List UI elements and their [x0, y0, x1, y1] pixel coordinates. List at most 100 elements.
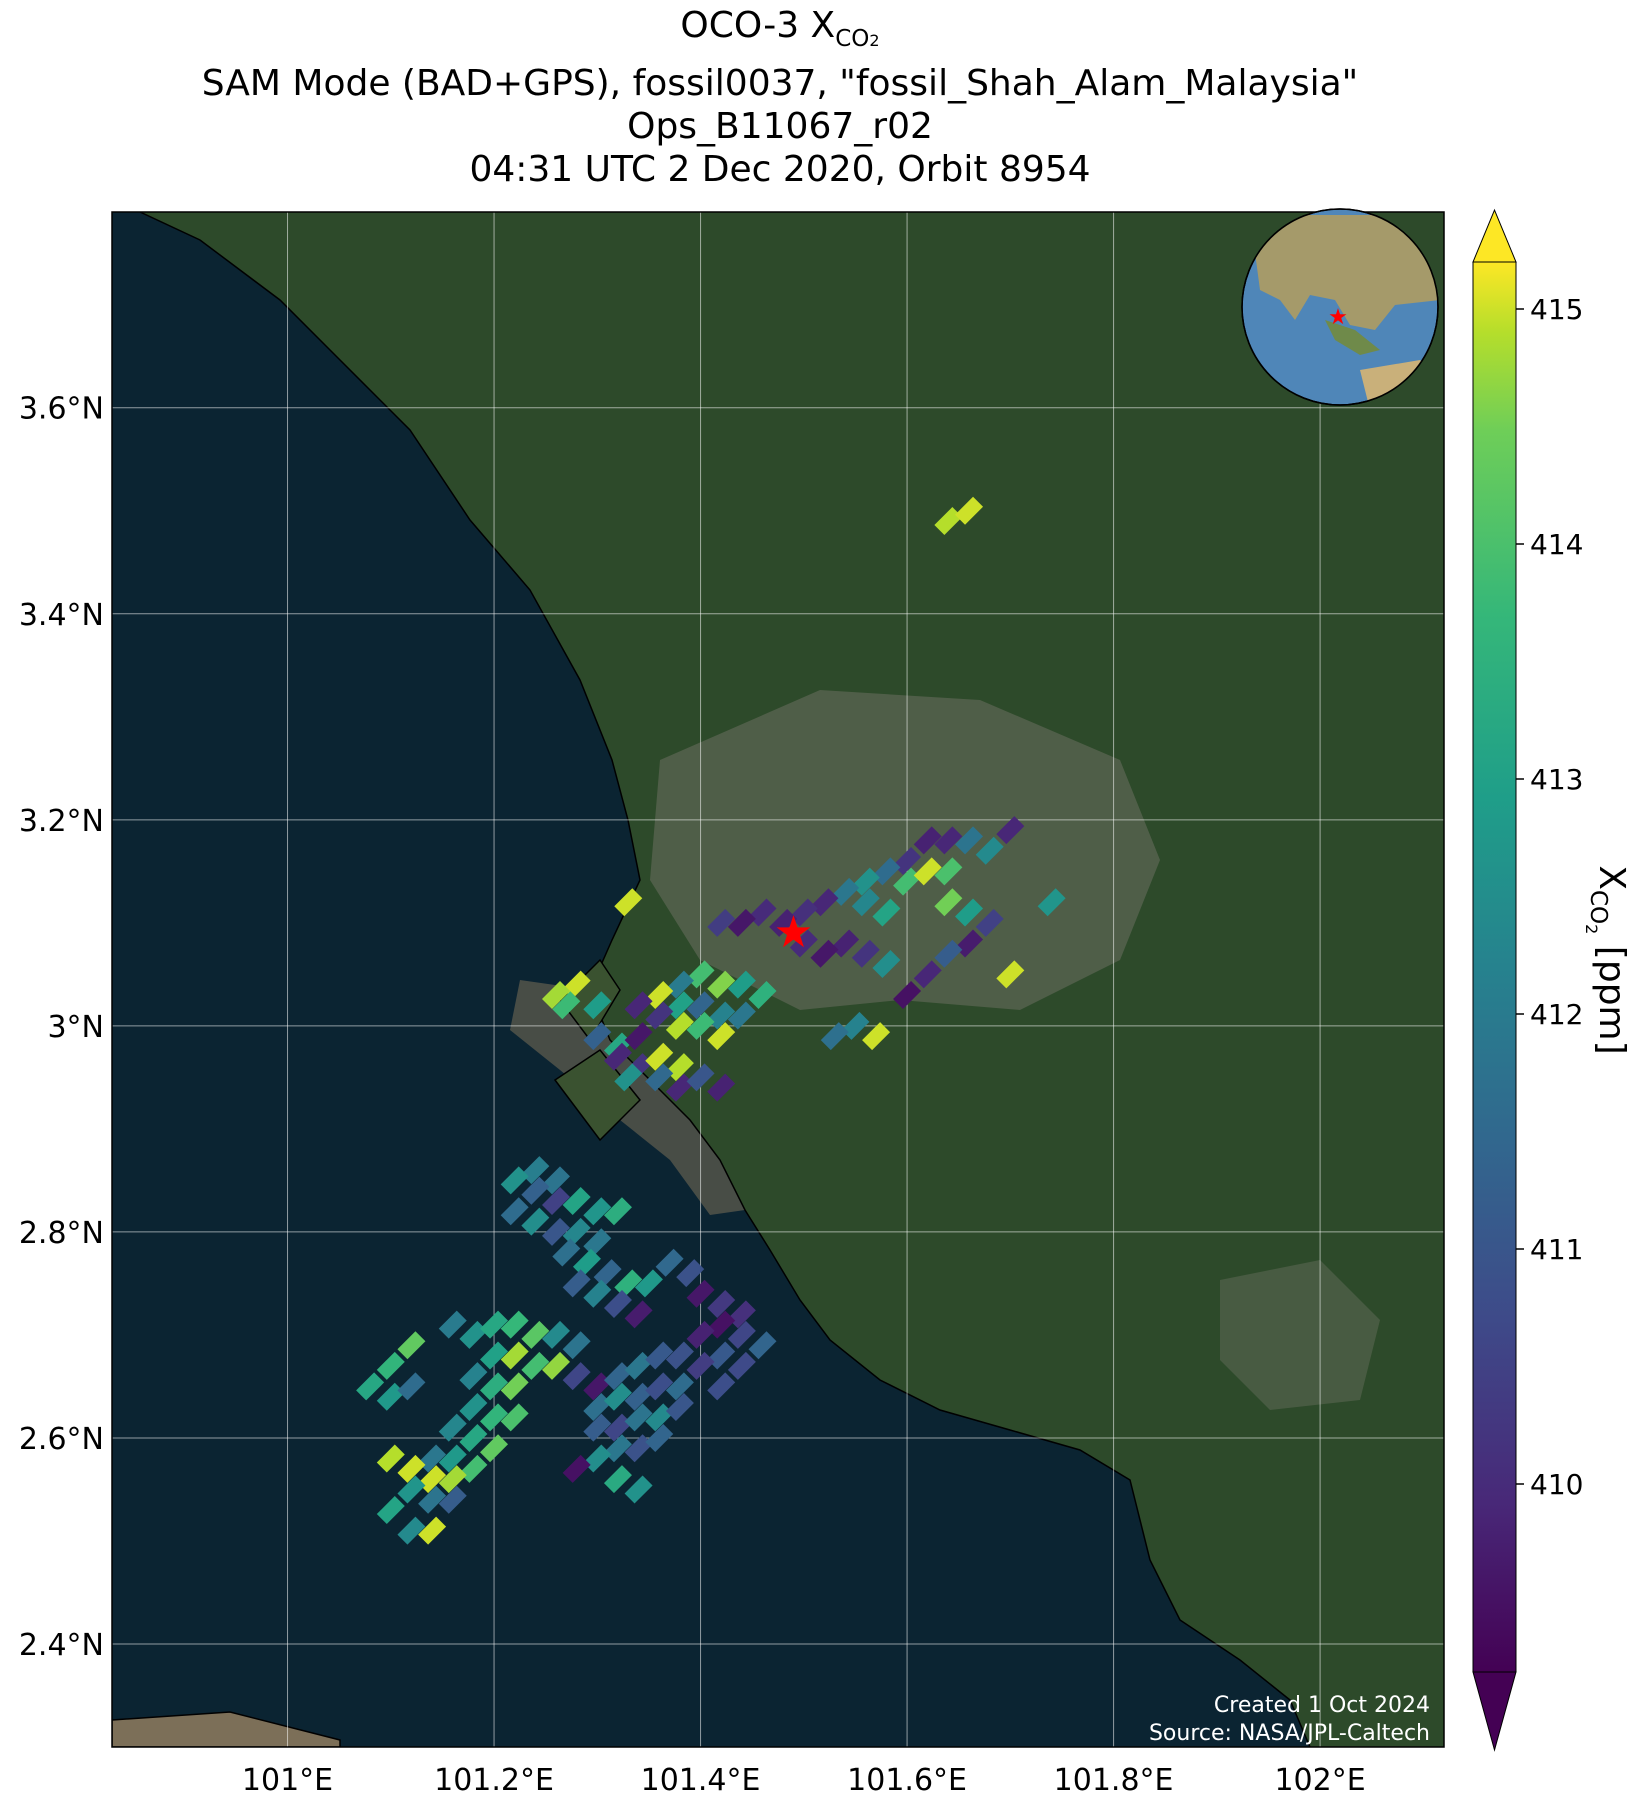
- xco2-sounding: [418, 1444, 447, 1473]
- xco2-sounding: [727, 1351, 756, 1380]
- xco2-sounding: [707, 1022, 736, 1051]
- xco2-sounding: [645, 1042, 674, 1071]
- xco2-sounding: [521, 1207, 550, 1236]
- lon-tick-label: 101.4°E: [641, 1763, 761, 1798]
- xco2-sounding: [645, 1063, 674, 1092]
- longitude-ticks: 101°E 101.2°E 101.4°E 101.6°E 101.8°E 102°E: [242, 1763, 1366, 1798]
- xco2-sounding: [707, 1341, 736, 1370]
- xco2-sounding: [603, 1382, 632, 1411]
- xco2-sounding: [418, 1516, 447, 1545]
- xco2-sounding: [438, 1444, 467, 1473]
- xco2-sounding: [603, 1197, 632, 1226]
- xco2-sounding: [686, 1011, 715, 1040]
- xco2-sounding: [872, 857, 901, 886]
- graticule: [112, 212, 1444, 1747]
- xco2-sounding: [624, 1434, 653, 1463]
- colorbar-tick-label: 413: [1530, 763, 1583, 796]
- xco2-sounding: [748, 980, 777, 1009]
- xco2-sounding: [789, 898, 818, 927]
- colorbar: 410 411 412 413 414 415: [1472, 208, 1583, 1752]
- xco2-sounding: [686, 1279, 715, 1308]
- xco2-sounding: [955, 929, 984, 958]
- xco2-sounding: [934, 857, 963, 886]
- sumatra-edge: [112, 1711, 341, 1747]
- lat-tick-label: 3.4°N: [19, 598, 104, 633]
- xco2-sounding: [418, 1465, 447, 1494]
- xco2-sounding: [707, 1001, 736, 1030]
- xco2-sounding: [480, 1434, 509, 1463]
- xco2-sounding: [934, 507, 963, 536]
- globe-indonesia: [1325, 320, 1380, 355]
- xco2-sounding: [893, 847, 922, 876]
- xco2-sounding: [480, 1341, 509, 1370]
- xco2-sounding: [583, 1413, 612, 1442]
- xco2-sounding: [676, 1259, 705, 1288]
- xco2-sounding: [707, 1310, 736, 1339]
- lon-tick-label: 101.6°E: [847, 1763, 967, 1798]
- xco2-sounding: [645, 1341, 674, 1370]
- xco2-sounding: [1037, 888, 1066, 917]
- xco2-sounding: [831, 929, 860, 958]
- xco2-sounding: [934, 826, 963, 855]
- xco2-sounding: [872, 898, 901, 927]
- xco2-sounding: [583, 1022, 612, 1051]
- xco2-sounding: [645, 980, 674, 1009]
- xco2-sounding: [480, 1403, 509, 1432]
- urban-area-south: [1220, 1260, 1380, 1410]
- xco2-sounding: [624, 1300, 653, 1329]
- xco2-sounding: [438, 1465, 467, 1494]
- xco2-sounding: [748, 898, 777, 927]
- xco2-sounding: [665, 1053, 694, 1082]
- xco2-sounding: [459, 1423, 488, 1452]
- xco2-sounding: [913, 826, 942, 855]
- xco2-sounding: [603, 1465, 632, 1494]
- xco2-sounding: [831, 877, 860, 906]
- xco2-sounding: [727, 1300, 756, 1329]
- xco2-sounding: [810, 888, 839, 917]
- xco2-sounding: [459, 1362, 488, 1391]
- xco2-sounding: [572, 1248, 601, 1277]
- xco2-sounding: [356, 1372, 385, 1401]
- xco2-sounding: [376, 1496, 405, 1525]
- xco2-sounding: [542, 980, 570, 1009]
- xco2-sounding: [603, 1042, 632, 1071]
- xco2-sounding: [542, 1320, 570, 1349]
- xco2-sounding: [686, 1320, 715, 1349]
- xco2-sounding: [583, 1228, 612, 1257]
- colorbar-label: XCO2 [ppm]: [1582, 865, 1632, 1054]
- xco2-sounding: [624, 1022, 653, 1051]
- globe-asia: [1250, 215, 1438, 330]
- xco2-sounding: [893, 980, 922, 1009]
- xco2-sounding: [955, 496, 984, 525]
- xco2-sounding: [583, 991, 612, 1020]
- xco2-sounding: [727, 1001, 756, 1030]
- target-marker: ★: [774, 907, 813, 958]
- xco2-sounding: [665, 1372, 694, 1401]
- xco2-sounding: [614, 888, 643, 917]
- xco2-sounding: [624, 1475, 653, 1504]
- map-background: [112, 212, 1444, 1747]
- xco2-sounding: [521, 1351, 550, 1380]
- xco2-sounding: [480, 1310, 509, 1339]
- colorbar-gradient: [1473, 262, 1516, 1672]
- xco2-sounding: [562, 1269, 591, 1298]
- xco2-sounding: [583, 1279, 612, 1308]
- xco2-sounding: [418, 1485, 447, 1514]
- xco2-sounding: [665, 1073, 694, 1102]
- xco2-sounding: [841, 1011, 870, 1040]
- xco2-sounding: [975, 836, 1004, 865]
- xco2-sounding: [996, 816, 1025, 845]
- lon-tick-label: 102°E: [1274, 1763, 1365, 1798]
- xco2-sounding: [521, 1176, 550, 1205]
- lon-tick-label: 101.8°E: [1054, 1763, 1174, 1798]
- xco2-sounding: [542, 1351, 570, 1380]
- xco2-sounding: [376, 1382, 405, 1411]
- xco2-sounding: [542, 1186, 570, 1215]
- xco2-sounding: [397, 1454, 426, 1483]
- xco2-sounding: [603, 1032, 632, 1061]
- xco2-sounding: [645, 1372, 674, 1401]
- xco2-sounding: [500, 1403, 529, 1432]
- xco2-sounding: [913, 960, 942, 989]
- globe-star-icon: ★: [1328, 305, 1348, 330]
